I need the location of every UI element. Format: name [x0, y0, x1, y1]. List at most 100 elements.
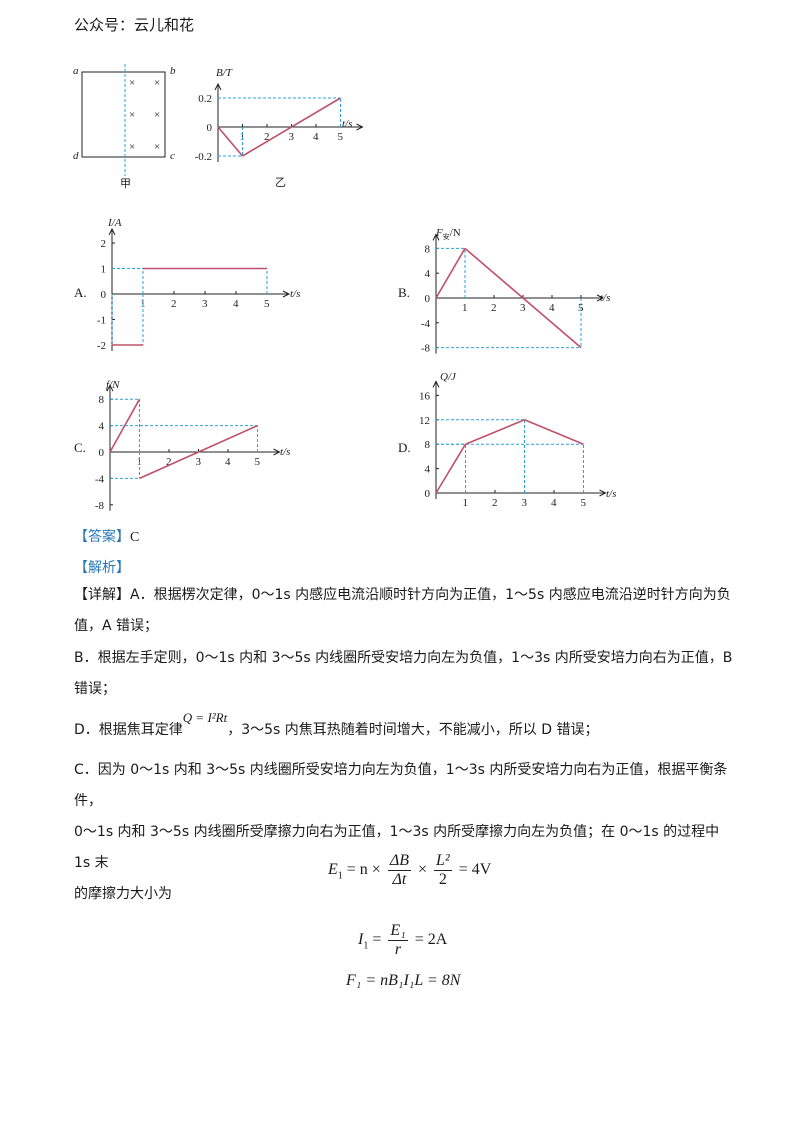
y-tick-label: 8	[425, 243, 431, 255]
y-tick-label: 0	[101, 289, 107, 301]
y-tick-label: -2	[97, 340, 106, 352]
y-tick-label: -0.2	[195, 151, 212, 163]
svg-text:×: ×	[154, 77, 160, 89]
xlabel-d: t/s	[606, 488, 616, 500]
x-tick-label: 3	[202, 298, 208, 310]
x-tick-label: 2	[166, 456, 172, 468]
xlabel-yi: t/s	[342, 118, 352, 130]
x-tick-label: 1	[462, 302, 468, 314]
equation-current: I1 = E₁ r = 2A	[358, 922, 448, 958]
series-line	[242, 97, 341, 157]
analysis-tag: 【解析】	[74, 560, 130, 576]
equation-force: F₁ = nB₁I₁L = 8N	[346, 972, 461, 989]
svg-text:×: ×	[129, 141, 135, 153]
answer-value: C	[130, 530, 140, 545]
corner-d: d	[73, 150, 79, 162]
figure-jia: a b c d × × × × × × 甲	[73, 64, 176, 190]
series-line	[465, 419, 525, 445]
detail-b: B．根据左手定则，0～1s 内和 3～5s 内线圈所受安培力向左为负值，1～3s…	[74, 650, 733, 697]
y-tick-label: 4	[99, 421, 105, 433]
y-tick-label: -4	[421, 318, 431, 330]
coil-square	[81, 71, 166, 158]
series-line	[139, 424, 258, 480]
x-tick-label: 2	[171, 298, 177, 310]
ylabel-b: F安/N	[435, 227, 461, 241]
series-line	[464, 247, 582, 349]
figure-yi: 1 2 3 4 50.20-0.2 B/T t/s 乙	[195, 67, 364, 189]
detail-d: D．根据焦耳定律Q = I²Rt，3～5s 内焦耳热随着时间增大，不能减小，所以…	[74, 710, 599, 738]
y-tick-label: 8	[99, 394, 105, 406]
y-tick-label: 4	[425, 268, 431, 280]
y-tick-label: 4	[425, 464, 431, 476]
y-tick-label: 0.2	[198, 93, 212, 105]
xlabel-a: t/s	[290, 288, 300, 300]
x-tick-label: 4	[225, 456, 231, 468]
detail-c: C．因为 0～1s 内和 3～5s 内线圈所受安培力向左为负值，1～3s 内所受…	[74, 762, 728, 902]
option-a-label: A.	[74, 285, 87, 300]
svg-text:×: ×	[129, 109, 135, 121]
y-tick-label: 0	[207, 122, 213, 134]
x-arrow	[356, 123, 364, 131]
series-line	[435, 247, 466, 299]
x-tick-label: 3	[289, 131, 295, 143]
y-arrow	[214, 82, 222, 91]
corner-c: c	[170, 150, 175, 162]
series-line	[217, 126, 244, 157]
x-tick-label: 1	[463, 497, 469, 509]
x-tick-label: 4	[313, 131, 319, 143]
y-arrow	[432, 233, 440, 241]
equation-emf: E1 = n × ΔB Δt × L² 2 = 4V	[328, 852, 492, 888]
series-line	[524, 419, 584, 445]
svg-text:×: ×	[154, 109, 160, 121]
x-tick-label: 3	[520, 302, 526, 314]
x-tick-label: 3	[522, 497, 528, 509]
y-tick-label: 0	[425, 293, 431, 305]
series-line	[109, 398, 141, 453]
y-tick-label: 12	[419, 415, 430, 427]
x-tick-label: 5	[338, 131, 344, 143]
y-tick-label: 16	[419, 390, 431, 402]
y-tick-label: 1	[101, 264, 107, 276]
x-arrow	[596, 294, 605, 302]
y-tick-label: 8	[425, 439, 431, 451]
x-tick-label: 2	[492, 497, 498, 509]
y-arrow	[432, 380, 440, 388]
corner-b: b	[170, 65, 176, 77]
option-d-label: D.	[398, 440, 411, 455]
svg-text:×: ×	[154, 141, 160, 153]
detail-a: 【详解】A．根据楞次定律，0～1s 内感应电流沿顺时针方向为正值，1～5s 内感…	[74, 587, 731, 634]
x-tick-label: 4	[549, 302, 555, 314]
answer-line: 【答案】C	[74, 526, 139, 546]
ylabel-a: I/A	[107, 217, 122, 229]
answer-tag: 【答案】	[74, 529, 130, 545]
joule-formula: Q = I²Rt	[182, 710, 228, 725]
series-line	[435, 443, 467, 494]
y-tick-label: 0	[99, 447, 105, 459]
account-header: 公众号：云儿和花	[74, 16, 195, 34]
y-tick-label: 0	[425, 488, 431, 500]
x-arrow	[599, 489, 607, 497]
y-tick-label: -4	[95, 473, 105, 485]
x-tick-label: 4	[233, 298, 239, 310]
caption-jia: 甲	[120, 177, 131, 190]
ylabel-d: Q/J	[440, 371, 457, 383]
xlabel-c: t/s	[280, 446, 290, 458]
y-tick-label: 2	[101, 238, 107, 250]
ylabel-yi: B/T	[216, 67, 233, 79]
x-arrow	[273, 448, 281, 456]
x-tick-label: 4	[551, 497, 557, 509]
x-tick-label: 3	[196, 456, 202, 468]
x-tick-label: 5	[581, 497, 587, 509]
option-c-label: C.	[74, 440, 86, 455]
y-tick-label: -1	[97, 315, 106, 327]
xlabel-b: t/s	[600, 292, 610, 304]
x-arrow	[282, 290, 291, 298]
svg-text:×: ×	[129, 77, 135, 89]
field-marks: × × × × × ×	[129, 77, 160, 153]
x-tick-label: 2	[491, 302, 497, 314]
y-tick-label: -8	[421, 343, 431, 355]
